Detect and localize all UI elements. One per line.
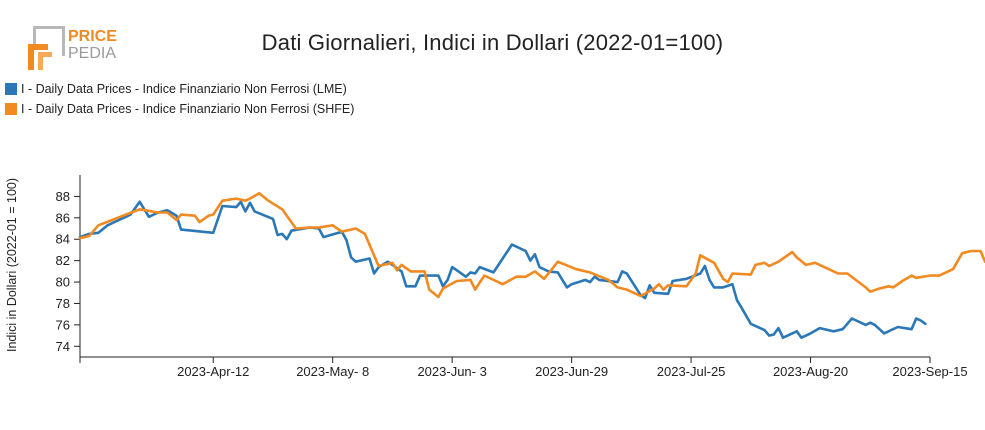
x-tick-label: 2023-Sep-15	[892, 364, 967, 379]
legend-item-shfe[interactable]: I - Daily Data Prices - Indice Finanziar…	[5, 101, 354, 117]
chart-title: Dati Giornalieri, Indici in Dollari (202…	[261, 30, 724, 55]
y-tick-label: 84	[56, 232, 70, 247]
x-tick-label: 2023-Jun- 3	[417, 364, 486, 379]
x-tick-label: 2023-Apr-12	[177, 364, 249, 379]
legend-label-lme: I - Daily Data Prices - Indice Finanziar…	[21, 82, 347, 96]
y-tick-label: 88	[56, 189, 70, 204]
x-tick-label: 2023-Jun-29	[535, 364, 608, 379]
y-tick-label: 86	[56, 210, 70, 225]
axes: 74 76 78 80 82 84 86 88 2023-Apr-12 2023-May- 8 20…	[56, 175, 968, 379]
legend-swatch-shfe	[5, 103, 17, 115]
series-lines	[78, 191, 985, 339]
y-tick-label: 74	[56, 339, 70, 354]
y-tick-label: 82	[56, 253, 70, 268]
x-tick-label: 2023-May- 8	[296, 364, 369, 379]
x-tick-label: 2023-Aug-20	[773, 364, 848, 379]
series-line-lme[interactable]	[78, 200, 927, 339]
y-tick-label: 78	[56, 296, 70, 311]
logo-word-price: PRICE	[68, 28, 117, 45]
legend-swatch-lme	[5, 83, 17, 95]
pricepedia-logo: PRICE PEDIA	[28, 26, 117, 70]
legend-item-lme[interactable]: I - Daily Data Prices - Indice Finanziar…	[5, 81, 347, 97]
legend-label-shfe: I - Daily Data Prices - Indice Finanziar…	[21, 102, 355, 116]
x-tick-label: 2023-Jul-25	[657, 364, 726, 379]
y-axis-label: Indici in Dollari (2022-01 = 100)	[5, 178, 19, 352]
y-tick-label: 76	[56, 317, 70, 332]
series-line-shfe[interactable]	[78, 191, 985, 299]
y-tick-label: 80	[56, 275, 70, 290]
logo-word-pedia: PEDIA	[68, 45, 116, 62]
